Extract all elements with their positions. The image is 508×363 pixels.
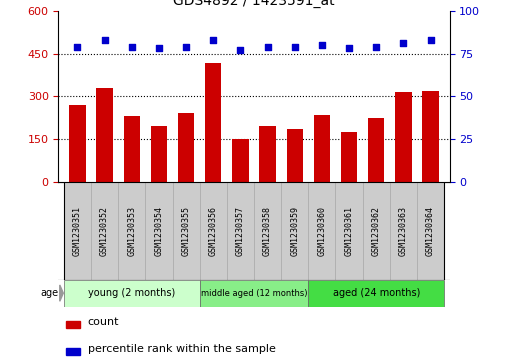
Bar [64,280,200,307]
Bar [66,348,80,355]
Text: GSM1230361: GSM1230361 [344,205,354,256]
Text: GSM1230363: GSM1230363 [399,205,408,256]
Text: GSM1230362: GSM1230362 [372,205,380,256]
Bar [395,92,411,182]
Bar [335,182,363,280]
Polygon shape [60,285,64,301]
Text: count: count [88,318,119,327]
Point [345,45,353,51]
Bar [254,182,281,280]
Point [73,44,81,50]
Point [101,37,109,43]
Text: GSM1230360: GSM1230360 [318,205,327,256]
Bar [123,116,140,182]
Text: young (2 months): young (2 months) [88,288,175,298]
Bar [151,126,167,182]
Text: GSM1230356: GSM1230356 [209,205,218,256]
Text: GSM1230353: GSM1230353 [128,205,136,256]
Text: age: age [41,288,59,298]
Text: GSM1230355: GSM1230355 [181,205,190,256]
Bar [64,182,91,280]
Point [209,37,217,43]
Point [318,42,326,48]
Bar [308,280,444,307]
Text: GSM1230364: GSM1230364 [426,205,435,256]
Bar [423,90,439,182]
Bar [232,139,248,182]
Bar [341,132,357,182]
Bar [200,280,308,307]
Point [264,44,272,50]
Bar [314,115,330,182]
Text: percentile rank within the sample: percentile rank within the sample [88,344,276,354]
Point [128,44,136,50]
Point [399,40,407,46]
Text: middle aged (12 months): middle aged (12 months) [201,289,307,298]
Bar [173,182,200,280]
Text: GSM1230354: GSM1230354 [154,205,164,256]
Text: GSM1230351: GSM1230351 [73,205,82,256]
Bar [308,182,335,280]
Point [155,45,163,51]
Point [372,44,380,50]
Bar [69,105,85,182]
Bar [227,182,254,280]
Bar [363,182,390,280]
Bar [145,182,173,280]
Point [182,44,190,50]
Bar [91,182,118,280]
Text: GSM1230357: GSM1230357 [236,205,245,256]
Point [291,44,299,50]
Bar [281,182,308,280]
Bar [66,321,80,328]
Text: GSM1230352: GSM1230352 [100,205,109,256]
Title: GDS4892 / 1423591_at: GDS4892 / 1423591_at [173,0,335,8]
Text: GSM1230358: GSM1230358 [263,205,272,256]
Bar [287,129,303,182]
Bar [178,113,194,182]
Point [427,37,435,43]
Bar [260,126,276,182]
Text: aged (24 months): aged (24 months) [333,288,420,298]
Bar [200,182,227,280]
Point [236,47,244,53]
Text: GSM1230359: GSM1230359 [290,205,299,256]
Bar [205,64,221,182]
Bar [97,87,113,182]
Bar [118,182,145,280]
Bar [417,182,444,280]
Bar [390,182,417,280]
Bar [368,118,385,182]
